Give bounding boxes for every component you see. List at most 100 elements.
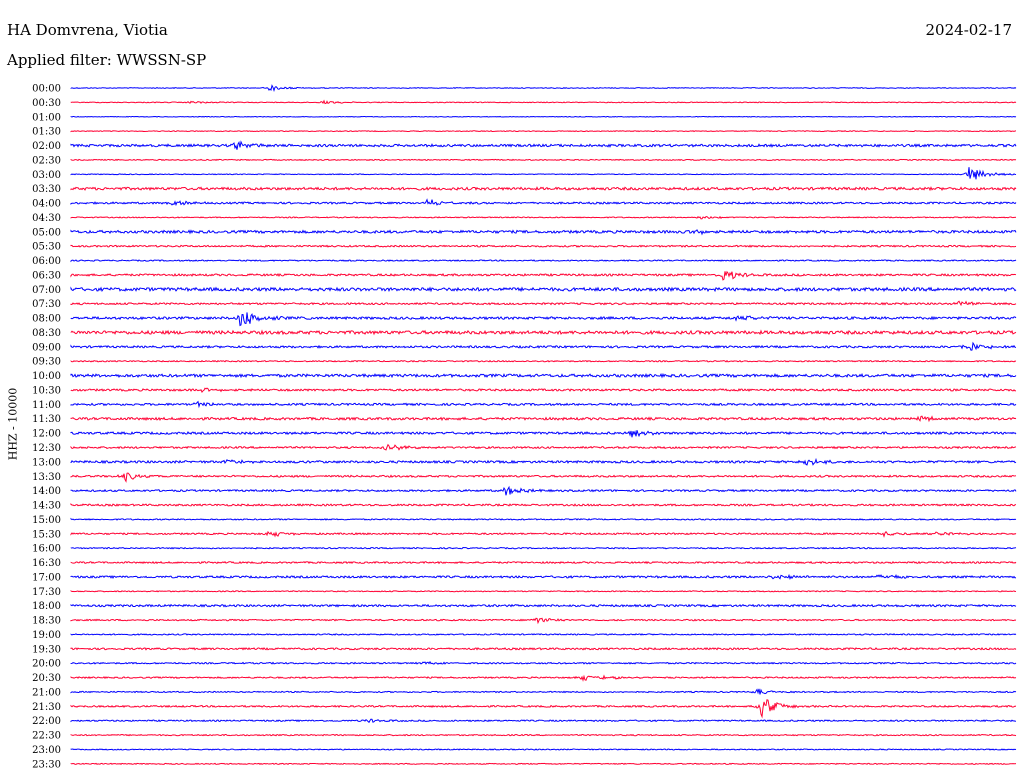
filter-label: Applied filter: WWSSN-SP — [7, 51, 207, 69]
row-time-label: 00:00 — [32, 84, 61, 95]
trace-line — [70, 517, 1017, 521]
row-time-label: 05:00 — [32, 227, 61, 238]
row-time-label: 08:30 — [32, 328, 61, 339]
row-time-label: 13:00 — [32, 457, 61, 468]
trace-line — [70, 603, 1017, 608]
trace-line — [70, 329, 1017, 336]
row-time-label: 16:30 — [32, 558, 61, 569]
trace-line — [70, 84, 1017, 93]
trace-line — [70, 762, 1017, 766]
row-time-label: 07:00 — [32, 285, 61, 296]
trace-line — [70, 215, 1017, 220]
row-time-label: 17:00 — [32, 572, 61, 583]
trace-line — [70, 167, 1017, 180]
row-time-label: 07:30 — [32, 299, 61, 310]
trace-line — [70, 158, 1017, 162]
trace-line — [70, 733, 1017, 737]
row-time-label: 02:30 — [32, 155, 61, 166]
trace-line — [70, 341, 1017, 351]
row-time-label: 02:00 — [32, 141, 61, 152]
row-time-label: 10:30 — [32, 385, 61, 396]
row-time-label: 09:00 — [32, 342, 61, 353]
trace-line — [70, 229, 1017, 236]
trace-line — [70, 699, 1017, 719]
row-time-label: 08:00 — [32, 314, 61, 325]
trace-line — [70, 372, 1017, 379]
trace-line — [70, 198, 1017, 207]
trace-line — [70, 633, 1017, 636]
trace-line — [70, 617, 1017, 625]
trace-line — [70, 443, 1017, 451]
row-time-label: 14:00 — [32, 486, 61, 497]
trace-line — [70, 115, 1017, 118]
row-time-label: 06:00 — [32, 256, 61, 267]
row-time-label: 04:30 — [32, 213, 61, 224]
row-time-label: 12:00 — [32, 429, 61, 440]
station-title: HA Domvrena, Viotia — [7, 21, 168, 39]
trace-line — [70, 130, 1017, 133]
row-time-label: 01:30 — [32, 127, 61, 138]
row-time-label: 22:30 — [32, 731, 61, 742]
trace-line — [70, 270, 1017, 281]
trace-line — [70, 688, 1017, 695]
trace-line — [70, 573, 1017, 580]
row-time-label: 21:30 — [32, 702, 61, 713]
row-time-label: 18:30 — [32, 616, 61, 627]
trace-line — [70, 286, 1017, 293]
row-time-label: 13:30 — [32, 472, 61, 483]
trace-line — [70, 457, 1017, 466]
row-time-label: 16:00 — [32, 544, 61, 555]
trace-line — [70, 186, 1017, 192]
row-time-label: 11:30 — [32, 414, 61, 425]
row-time-label: 03:30 — [32, 184, 61, 195]
row-time-label: 23:30 — [32, 759, 61, 770]
trace-line — [70, 660, 1017, 665]
trace-line — [70, 472, 1017, 483]
trace-line — [70, 674, 1017, 682]
row-time-label: 06:30 — [32, 270, 61, 281]
trace-line — [70, 400, 1017, 409]
row-time-label: 14:30 — [32, 501, 61, 512]
row-time-label: 04:00 — [32, 199, 61, 210]
trace-line — [70, 259, 1017, 263]
trace-line — [70, 300, 1017, 307]
trace-line — [70, 502, 1017, 507]
row-time-label: 09:30 — [32, 357, 61, 368]
row-time-label: 00:30 — [32, 98, 61, 109]
row-time-label: 15:00 — [32, 515, 61, 526]
date-label: 2024-02-17 — [925, 21, 1012, 39]
row-time-label: 15:30 — [32, 529, 61, 540]
row-time-label: 01:00 — [32, 112, 61, 123]
row-time-label: 18:00 — [32, 601, 61, 612]
row-time-label: 21:00 — [32, 687, 61, 698]
trace-line — [70, 387, 1017, 393]
row-time-label: 03:00 — [32, 170, 61, 181]
trace-line — [70, 415, 1017, 423]
trace-line — [70, 430, 1017, 438]
row-time-label: 19:00 — [32, 630, 61, 641]
row-time-label: 05:30 — [32, 242, 61, 253]
trace-line — [70, 748, 1017, 751]
trace-line — [70, 99, 1017, 105]
trace-line — [70, 244, 1017, 248]
row-time-label: 10:00 — [32, 371, 61, 382]
trace-line — [70, 718, 1017, 724]
trace-line — [70, 312, 1017, 327]
trace-line — [70, 530, 1017, 538]
row-time-label: 20:00 — [32, 659, 61, 670]
trace-line — [70, 140, 1017, 150]
row-time-label: 12:30 — [32, 443, 61, 454]
row-time-label: 17:30 — [32, 587, 61, 598]
trace-line — [70, 546, 1017, 550]
trace-line — [70, 359, 1017, 363]
row-time-label: 22:00 — [32, 716, 61, 727]
row-time-label: 19:30 — [32, 644, 61, 655]
row-time-label: 23:00 — [32, 745, 61, 756]
trace-line — [70, 590, 1017, 593]
trace-line — [70, 646, 1017, 651]
trace-line — [70, 560, 1017, 565]
trace-line — [70, 485, 1017, 496]
row-time-label: 11:00 — [32, 400, 61, 411]
row-time-label: 20:30 — [32, 673, 61, 684]
